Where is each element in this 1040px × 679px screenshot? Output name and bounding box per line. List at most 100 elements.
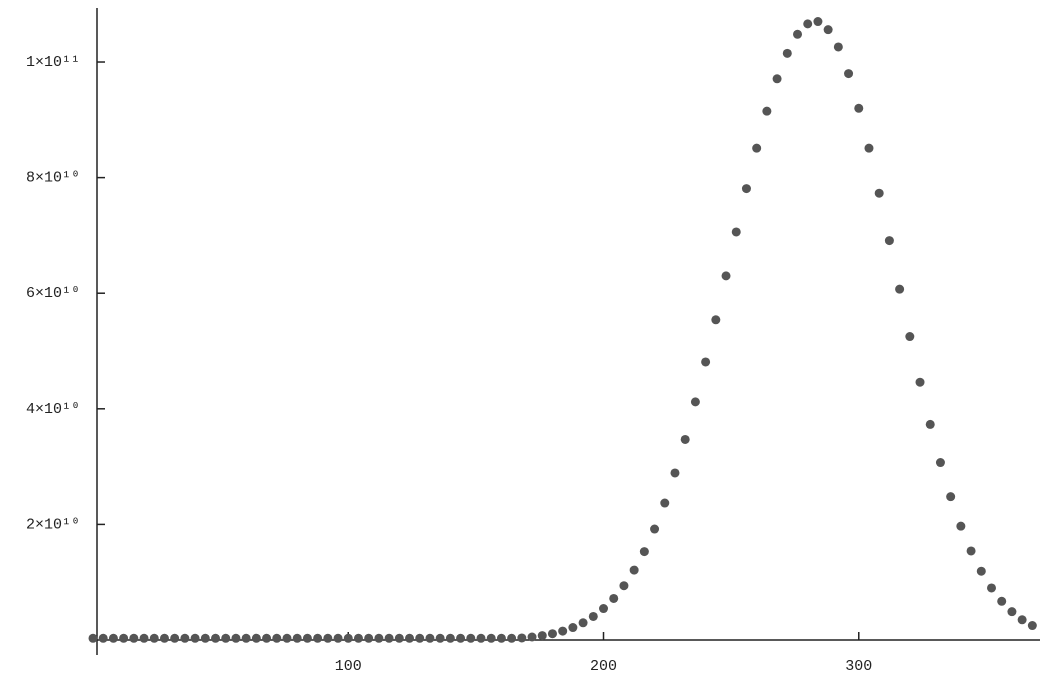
point — [977, 567, 986, 576]
point — [803, 19, 812, 28]
point — [385, 634, 394, 643]
point — [752, 144, 761, 153]
y-tick-label: 8×10¹⁰ — [26, 170, 80, 187]
point — [160, 634, 169, 643]
point — [517, 633, 526, 642]
y-tick-label: 1×10¹¹ — [26, 54, 80, 71]
point — [109, 634, 118, 643]
y-tick-label: 6×10¹⁰ — [26, 285, 80, 302]
point — [773, 74, 782, 83]
chart: 2×10¹⁰ 4×10¹⁰ 6×10¹⁰ 8×10¹⁰ 1×10¹¹ 100 200 300 — [0, 0, 1040, 679]
point — [701, 357, 710, 366]
point — [405, 634, 414, 643]
point — [1007, 607, 1016, 616]
point — [854, 104, 863, 113]
point — [956, 522, 965, 531]
point — [579, 618, 588, 627]
point — [875, 189, 884, 198]
point — [762, 107, 771, 116]
point — [436, 634, 445, 643]
point — [252, 634, 261, 643]
point — [354, 634, 363, 643]
point — [844, 69, 853, 78]
point — [242, 634, 251, 643]
point — [201, 634, 210, 643]
point — [926, 420, 935, 429]
point — [895, 285, 904, 294]
point — [783, 49, 792, 58]
point — [670, 468, 679, 477]
point — [997, 597, 1006, 606]
point — [568, 623, 577, 632]
point — [99, 634, 108, 643]
point — [732, 227, 741, 236]
point — [742, 184, 751, 193]
point — [497, 634, 506, 643]
point — [660, 499, 669, 508]
y-tick-label: 2×10¹⁰ — [26, 516, 80, 533]
point — [650, 525, 659, 534]
point — [834, 42, 843, 51]
point — [691, 397, 700, 406]
point — [303, 634, 312, 643]
point — [476, 634, 485, 643]
point — [507, 634, 516, 643]
point — [967, 546, 976, 555]
y-tick-label: 4×10¹⁰ — [26, 401, 80, 418]
point — [344, 634, 353, 643]
point — [262, 634, 271, 643]
point — [221, 634, 230, 643]
point — [722, 271, 731, 280]
point — [946, 492, 955, 501]
point — [231, 634, 240, 643]
point — [293, 634, 302, 643]
point — [89, 634, 98, 643]
point — [619, 581, 628, 590]
x-tick-label: 200 — [590, 658, 617, 675]
point — [589, 612, 598, 621]
point — [824, 25, 833, 34]
point — [425, 634, 434, 643]
point — [813, 17, 822, 26]
point — [272, 634, 281, 643]
point — [711, 315, 720, 324]
point — [282, 634, 291, 643]
point — [364, 634, 373, 643]
point — [456, 634, 465, 643]
x-tick-label: 100 — [335, 658, 362, 675]
point — [793, 30, 802, 39]
point — [334, 634, 343, 643]
point — [885, 236, 894, 245]
point — [599, 604, 608, 613]
point — [681, 435, 690, 444]
point — [150, 634, 159, 643]
point — [905, 332, 914, 341]
point — [987, 583, 996, 592]
point — [129, 634, 138, 643]
point — [374, 634, 383, 643]
point — [1018, 615, 1027, 624]
point — [180, 634, 189, 643]
point — [548, 629, 557, 638]
point — [864, 144, 873, 153]
point — [936, 458, 945, 467]
point — [170, 634, 179, 643]
x-tick-label: 300 — [845, 658, 872, 675]
point — [640, 547, 649, 556]
point — [916, 378, 925, 387]
point — [415, 634, 424, 643]
point — [558, 627, 567, 636]
point — [211, 634, 220, 643]
point — [395, 634, 404, 643]
point — [528, 632, 537, 641]
point — [538, 631, 547, 640]
point — [466, 634, 475, 643]
point — [313, 634, 322, 643]
point — [140, 634, 149, 643]
point — [487, 634, 496, 643]
point — [446, 634, 455, 643]
point — [119, 634, 128, 643]
point — [323, 634, 332, 643]
point — [609, 594, 618, 603]
point — [191, 634, 200, 643]
